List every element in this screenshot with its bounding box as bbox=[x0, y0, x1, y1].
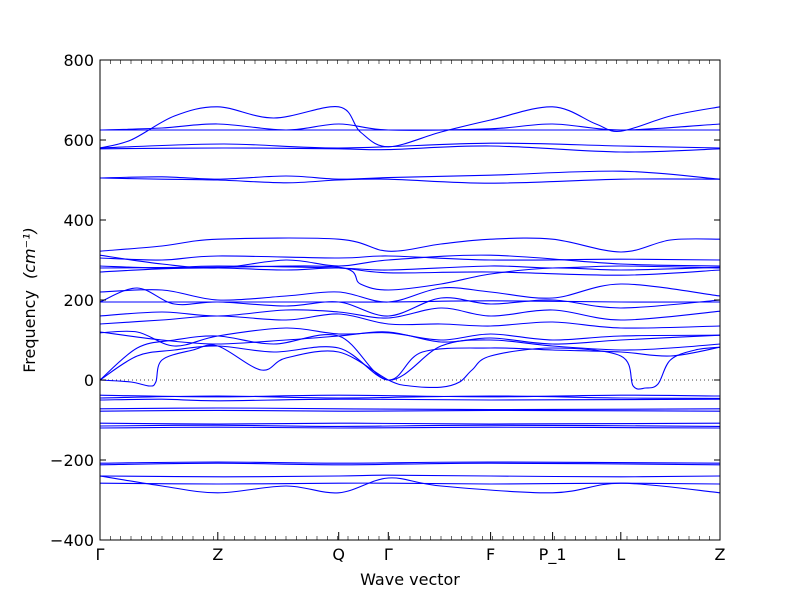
y-tick-label: −200 bbox=[50, 451, 94, 470]
x-axis-ticks: Γ Z Q Γ F P_1 L Z bbox=[96, 60, 726, 565]
y-axis-title: Frequency (cm⁻¹) bbox=[20, 227, 39, 372]
x-axis-title: Wave vector bbox=[360, 570, 460, 589]
phonon-branch-16 bbox=[99, 307, 721, 321]
phonon-branch-33 bbox=[99, 474, 721, 478]
phonon-branch-27 bbox=[99, 409, 721, 412]
branches-group bbox=[99, 106, 721, 494]
y-tick-label: 800 bbox=[63, 51, 94, 70]
x-tick-label: P_1 bbox=[539, 545, 567, 565]
y-tick-label: 600 bbox=[63, 131, 94, 150]
y-axis-title-unit: (cm⁻¹) bbox=[20, 227, 39, 279]
y-tick-label: 0 bbox=[84, 371, 94, 390]
phonon-branch-28 bbox=[99, 422, 721, 425]
phonon-branch-7 bbox=[99, 237, 721, 253]
phonon-branch-1 bbox=[99, 123, 721, 131]
phonon-branch-19 bbox=[99, 331, 721, 345]
y-axis-title-text: Frequency bbox=[20, 290, 39, 373]
phonon-branch-25 bbox=[99, 398, 721, 402]
phonon-branch-22 bbox=[99, 344, 721, 390]
y-tick-label: 400 bbox=[63, 211, 94, 230]
phonon-branch-32 bbox=[99, 462, 721, 466]
y-tick-label: −400 bbox=[50, 531, 94, 550]
phonon-branch-11 bbox=[99, 267, 721, 276]
phonon-branch-8 bbox=[99, 255, 721, 261]
phonon-branch-35 bbox=[99, 475, 721, 494]
phonon-branch-23 bbox=[99, 394, 721, 398]
phonon-branch-6 bbox=[99, 170, 721, 180]
x-tick-label: Q bbox=[332, 545, 345, 564]
x-tick-label: Γ bbox=[96, 545, 105, 564]
phonon-branch-3 bbox=[99, 145, 721, 153]
phonon-branch-26 bbox=[99, 407, 721, 411]
phonon-branch-14 bbox=[99, 287, 721, 317]
phonon-branch-17 bbox=[99, 313, 721, 329]
x-tick-label: Z bbox=[715, 545, 726, 564]
y-axis-ticks: −400 −200 0 200 400 600 800 bbox=[50, 51, 720, 550]
phonon-branch-24 bbox=[99, 395, 721, 399]
x-tick-label: Z bbox=[212, 545, 223, 564]
phonon-branch-15 bbox=[100, 300, 721, 303]
phonon-branch-12 bbox=[99, 265, 721, 291]
y-tick-label: 200 bbox=[63, 291, 94, 310]
phonon-branch-4 bbox=[99, 142, 721, 149]
phonon-branch-31 bbox=[99, 461, 721, 464]
x-tick-label: F bbox=[486, 545, 495, 564]
phonon-branch-30 bbox=[99, 426, 721, 429]
x-tick-label: Γ bbox=[384, 545, 393, 564]
x-tick-label: L bbox=[616, 545, 625, 564]
phonon-branch-29 bbox=[99, 424, 721, 427]
plot-background bbox=[100, 60, 720, 540]
